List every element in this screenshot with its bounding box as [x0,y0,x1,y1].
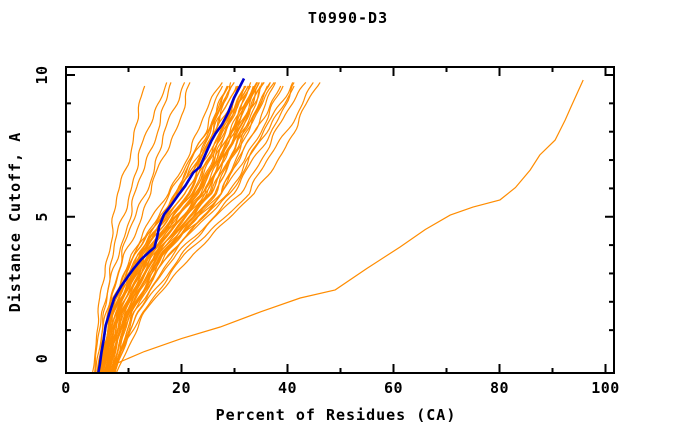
x-tick-label: 20 [172,379,191,397]
axis-ticks [66,67,614,373]
x-tick-labels: 0 20 40 60 80 100 [61,379,620,397]
x-tick-label: 40 [278,379,297,397]
plot-title: T0990-D3 [307,9,389,27]
y-tick-labels: 0 5 10 [33,65,51,363]
x-tick-label: 100 [591,379,620,397]
x-tick-label: 0 [61,379,71,397]
y-axis-label: Distance Cutoff, A [6,131,24,313]
x-tick-label: 60 [384,379,403,397]
x-axis-label: Percent of Residues (CA) [215,406,457,424]
x-tick-label: 80 [490,379,509,397]
median-curve [97,77,246,374]
outlier-curve [107,79,584,371]
model-curves [91,81,321,374]
plot-border [65,66,615,374]
y-tick-label: 5 [33,212,51,222]
y-tick-label: 0 [33,354,51,364]
y-tick-label: 10 [33,65,51,84]
